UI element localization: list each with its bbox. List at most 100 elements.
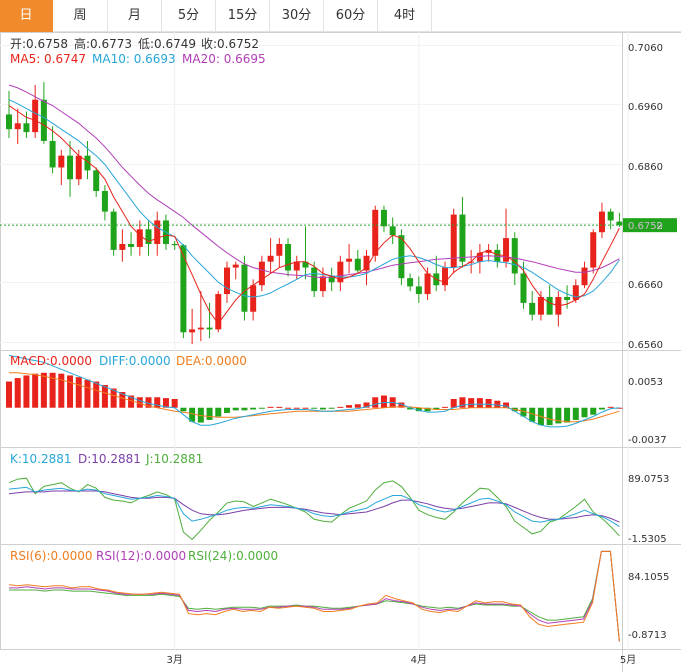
- candle-down: [407, 278, 414, 287]
- candle-up: [14, 123, 21, 130]
- macd-bar-down: [590, 407, 597, 415]
- candle-up: [32, 99, 39, 133]
- candle-down: [494, 249, 501, 262]
- candle-up: [319, 276, 326, 292]
- candle-up: [442, 267, 448, 286]
- candle-down: [285, 244, 292, 271]
- d-label: D:10.2881: [78, 452, 141, 466]
- rsi24-label: RSI(24):0.0000: [188, 549, 278, 563]
- candle-down: [241, 264, 248, 312]
- candle-down: [23, 123, 30, 133]
- price-tick: 0.6960: [628, 102, 663, 113]
- macd-bar-up: [293, 407, 300, 409]
- macd-bar-down: [424, 407, 431, 412]
- candle-down: [171, 244, 178, 246]
- price-y-axis: 0.7060 0.6960 0.6860 0.6750 0.6660 0.656…: [628, 43, 663, 351]
- candle-up: [598, 211, 605, 233]
- candle-down: [546, 297, 553, 315]
- rsi12-line: [9, 550, 620, 642]
- ma20-label: MA20: 0.6695: [182, 52, 266, 66]
- ma10-line: [8, 99, 620, 298]
- tab-day[interactable]: 日: [0, 0, 53, 32]
- macd-bar-down: [319, 407, 326, 410]
- kline-chart[interactable]: 0.6752 开:0.6758 高:0.6773 低:0.6749 收:0.67…: [0, 32, 681, 672]
- tab-4hour[interactable]: 4时: [378, 0, 432, 32]
- candle-up: [346, 258, 353, 262]
- tab-5min[interactable]: 5分: [162, 0, 216, 32]
- diff-label: DIFF:0.0000: [99, 354, 171, 368]
- ma10-label: MA10: 0.6693: [92, 52, 176, 66]
- dea-line: [9, 372, 620, 423]
- rsi-tick: -0.8713: [628, 630, 667, 641]
- tab-week[interactable]: 周: [53, 0, 108, 32]
- low-label: 低:0.6749: [138, 37, 196, 51]
- period-tabs: 日 周 月 5分 15分 30分 60分 4时: [0, 0, 681, 32]
- macd-bar-down: [328, 407, 335, 409]
- macd-bar-up: [67, 375, 74, 408]
- macd-bar-up: [354, 404, 361, 408]
- k-label: K:10.2881: [10, 452, 72, 466]
- candle-up: [189, 329, 196, 333]
- candle-up: [363, 255, 370, 271]
- tab-month[interactable]: 月: [108, 0, 162, 32]
- candle-down: [607, 211, 614, 221]
- ma5-line: [8, 105, 620, 325]
- macd-bar-down: [564, 407, 571, 423]
- candle-up: [372, 209, 379, 256]
- macd-bar-down: [258, 407, 265, 409]
- candle-down: [415, 286, 422, 295]
- macd-bar-up: [285, 407, 292, 409]
- candle-up: [590, 232, 597, 268]
- macd-bar-down: [572, 407, 579, 420]
- macd-bar-up: [372, 397, 379, 408]
- macd-bar-up: [110, 388, 117, 408]
- close-label: 收:0.6752: [201, 37, 259, 51]
- current-price-tag-bg: [623, 218, 677, 233]
- x-label-march: 3月: [166, 654, 182, 666]
- rsi24-line: [9, 550, 620, 642]
- price-tick: 0.6560: [628, 340, 663, 351]
- moving-averages: [8, 84, 620, 325]
- j-label: J:10.2881: [145, 452, 203, 466]
- macd-bar-down: [407, 407, 414, 410]
- kdj-tick: -1.5305: [628, 534, 667, 545]
- macd-tick: 0.0053: [628, 377, 663, 388]
- tab-15min[interactable]: 15分: [216, 0, 270, 32]
- macd-bar-up: [14, 378, 21, 408]
- candle-down: [110, 211, 117, 250]
- macd-bar-down: [598, 407, 605, 410]
- tab-60min[interactable]: 60分: [324, 0, 378, 32]
- candle-down: [49, 140, 56, 168]
- macd-bar-up: [616, 407, 623, 409]
- macd-bar-down: [180, 407, 187, 412]
- macd-bar-up: [476, 398, 483, 408]
- candle-down: [328, 276, 335, 283]
- rsi12-label: RSI(12):0.0000: [96, 549, 186, 563]
- candle-up: [75, 155, 82, 180]
- macd-bar-down: [250, 407, 257, 410]
- k-line: [8, 486, 620, 528]
- macd-bar-up: [101, 385, 108, 408]
- open-label: 开:0.6758: [10, 37, 68, 51]
- candle-down: [40, 99, 47, 141]
- candle-down: [128, 244, 135, 247]
- macd-bar-down: [224, 407, 230, 413]
- x-axis: 3月 4月 5月: [166, 654, 636, 666]
- candle-up: [276, 244, 283, 256]
- candle-up: [215, 294, 222, 330]
- candle-up: [424, 273, 431, 295]
- macd-bar-up: [267, 406, 274, 408]
- candle-up: [136, 229, 143, 247]
- candle-down: [67, 155, 74, 180]
- macd-bar-up: [459, 397, 466, 408]
- price-tick: 0.6860: [628, 162, 663, 173]
- tab-30min[interactable]: 30分: [270, 0, 324, 32]
- current-price-tag: 0.6752: [628, 221, 663, 232]
- candle-up: [503, 238, 510, 262]
- price-legend: 开:0.6758 高:0.6773 低:0.6749 收:0.6752 MA5:…: [10, 36, 278, 563]
- macd-bar-down: [215, 407, 222, 417]
- candle-up: [119, 244, 126, 250]
- macd-bar-up: [58, 373, 65, 408]
- candle-up: [293, 261, 300, 271]
- macd-bar-down: [189, 407, 196, 422]
